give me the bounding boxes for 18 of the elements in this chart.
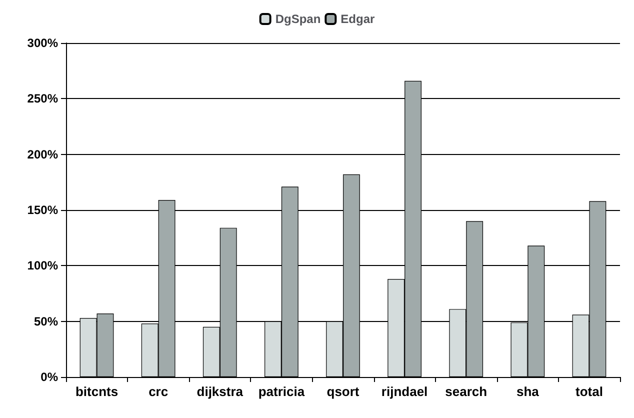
y-tick-label: 50% bbox=[34, 314, 58, 328]
legend-label: Edgar bbox=[340, 12, 375, 26]
y-tick-label: 100% bbox=[27, 258, 58, 273]
legend-label: DgSpan bbox=[275, 12, 321, 26]
y-tick-label: 150% bbox=[27, 203, 58, 217]
x-tick-label: rijndael bbox=[381, 384, 428, 399]
x-tick-label: bitcnts bbox=[75, 384, 118, 399]
y-tick-label: 300% bbox=[27, 36, 58, 50]
y-tick-label: 0% bbox=[40, 370, 58, 384]
x-tick-label: total bbox=[575, 384, 603, 399]
x-tick-label: sha bbox=[516, 384, 540, 399]
x-tick-label: crc bbox=[148, 384, 168, 399]
x-tick-label: qsort bbox=[326, 384, 360, 399]
y-tick-label: 200% bbox=[27, 147, 58, 162]
x-tick-label: patricia bbox=[258, 384, 306, 399]
x-tick-label: search bbox=[445, 384, 488, 399]
x-tick-label: dijkstra bbox=[196, 384, 244, 399]
y-tick-label: 250% bbox=[27, 92, 58, 106]
